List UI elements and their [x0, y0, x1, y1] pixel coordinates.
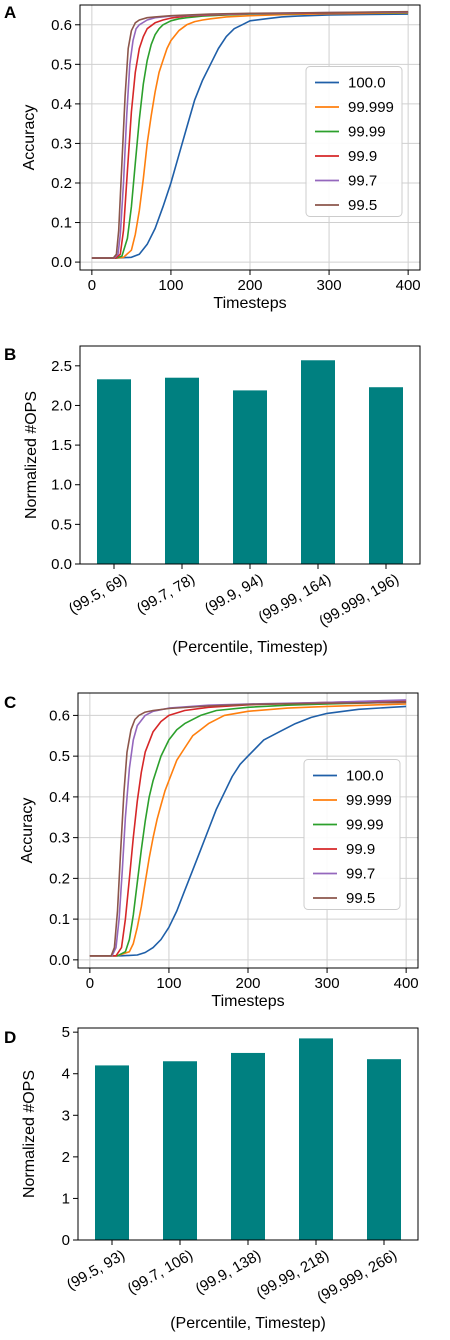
bar-2 [231, 1052, 265, 1240]
bar-3 [299, 1038, 333, 1240]
x-axis-label: Timesteps [213, 295, 286, 312]
y-tick-label: 3 [62, 1107, 70, 1124]
y-tick-label: 0.5 [51, 56, 72, 73]
panel-label: C [4, 693, 16, 712]
series-line-99.99 [89, 701, 407, 957]
y-tick-label: 0.6 [51, 17, 72, 34]
y-tick-label: 0.0 [51, 254, 72, 271]
bar-0 [97, 379, 131, 564]
y-tick-label: 4 [62, 1066, 70, 1083]
panel-label: B [4, 345, 16, 364]
y-tick-label: 0.4 [51, 96, 72, 113]
x-category-label: (99.7, 106) [125, 1247, 196, 1298]
x-axis-label: (Percentile, Timestep) [170, 1315, 326, 1332]
legend: 100.0 99.999 99.99 99.9 99.7 99.5 [305, 66, 403, 217]
legend-entry: 99.5 [346, 890, 375, 907]
y-tick-label: 0.6 [49, 707, 70, 724]
series-line-99.9 [89, 699, 407, 957]
y-tick-label: 2 [62, 1149, 70, 1166]
bar-3 [301, 360, 335, 564]
panel-d: D 0 1 2 3 4 5 (99.5, 93)(99.7, 106)(99.9, 138) (… [4, 1024, 419, 1332]
y-tick-label: 0.0 [51, 556, 72, 573]
legend-box [305, 66, 403, 217]
y-tick-label: 0.3 [49, 830, 70, 847]
x-tick-label: 300 [315, 975, 340, 992]
y-tick-label: 0.1 [49, 911, 70, 928]
series-line-99.5 [89, 701, 407, 957]
legend-entry: 99.9 [348, 148, 377, 165]
y-tick-label: 0 [62, 1232, 70, 1249]
x-tick-label: 100 [156, 975, 181, 992]
legend-entry: 99.999 [348, 99, 394, 116]
x-tick-label: 100 [158, 277, 183, 294]
y-tick-label: 5 [62, 1024, 70, 1041]
y-tick-label: 1.5 [51, 437, 72, 454]
x-tick-label: 400 [396, 277, 421, 294]
y-tick-label: 1 [62, 1190, 70, 1207]
bar-4 [367, 1059, 401, 1240]
y-tick-label: 0.5 [51, 516, 72, 533]
y-tick-label: 2.5 [51, 358, 72, 375]
x-tick-label: 200 [237, 277, 262, 294]
y-tick-label: 0.0 [49, 952, 70, 969]
x-category-label: (99.7, 78) [134, 571, 198, 618]
series-line-99.5 [91, 10, 409, 259]
bar-4 [369, 387, 403, 564]
legend-entry: 99.9 [346, 841, 375, 858]
x-tick-label: 300 [317, 277, 342, 294]
x-axis-label: Timesteps [211, 993, 284, 1010]
x-tick-label: 0 [86, 975, 94, 992]
y-tick-label: 0.1 [51, 215, 72, 232]
x-tick-label: 400 [394, 975, 419, 992]
y-axis-label: Normalized #OPS [21, 1070, 38, 1198]
x-category-label: (99.9, 138) [193, 1247, 264, 1298]
y-tick-label: 0.3 [51, 135, 72, 152]
x-tick-label: 200 [235, 975, 260, 992]
legend-entry: 99.5 [348, 197, 377, 214]
panel-label: A [4, 3, 16, 22]
legend-entry: 100.0 [346, 768, 384, 785]
panel-b: B 0.0 0.5 1.0 1.5 2.0 2.5 (99.5, 69) (99.7, 78) (… [4, 345, 421, 656]
y-tick-label: 0.5 [49, 748, 70, 765]
y-tick-label: 0.2 [51, 175, 72, 192]
bar-1 [165, 377, 199, 564]
y-axis-label: Accuracy [21, 105, 38, 171]
legend: 100.0 99.999 99.99 99.9 99.7 99.5 [303, 759, 401, 910]
panel-c: C 0 100 200 300 400 0.0 0.1 0.2 0.3 0.4 0.5 0.6 Times… [4, 692, 419, 1010]
legend-entry: 99.999 [346, 792, 392, 809]
y-tick-label: 0.2 [49, 870, 70, 887]
legend-entry: 99.99 [348, 124, 386, 141]
legend-box [303, 759, 401, 910]
y-tick-label: 1.0 [51, 477, 72, 494]
x-axis-label: (Percentile, Timestep) [172, 639, 328, 656]
y-tick-label: 0.4 [49, 789, 70, 806]
y-tick-label: 2.0 [51, 397, 72, 414]
legend-entry: 99.7 [348, 173, 377, 190]
legend-entry: 100.0 [348, 75, 386, 92]
x-category-label: (99.5, 69) [66, 571, 130, 618]
legend-entry: 99.99 [346, 817, 384, 834]
panel-label: D [4, 1028, 16, 1047]
bar-2 [233, 390, 267, 564]
legend-entry: 99.7 [346, 866, 375, 883]
series-line-99.999 [91, 12, 409, 259]
y-axis-label: Normalized #OPS [23, 391, 40, 519]
series-line-100.0 [89, 705, 407, 957]
panel-a: A 0 100 200 300 400 0.0 0.1 0.2 0.3 0.4 0.5 0.6 Times… [4, 3, 421, 312]
x-category-label: (99.5, 93) [64, 1247, 128, 1294]
y-axis-label: Accuracy [19, 798, 36, 864]
bar-0 [95, 1065, 129, 1240]
series-line-99.999 [89, 703, 407, 957]
series-line-100.0 [91, 13, 409, 259]
bar-1 [163, 1061, 197, 1240]
x-tick-label: 0 [88, 277, 96, 294]
